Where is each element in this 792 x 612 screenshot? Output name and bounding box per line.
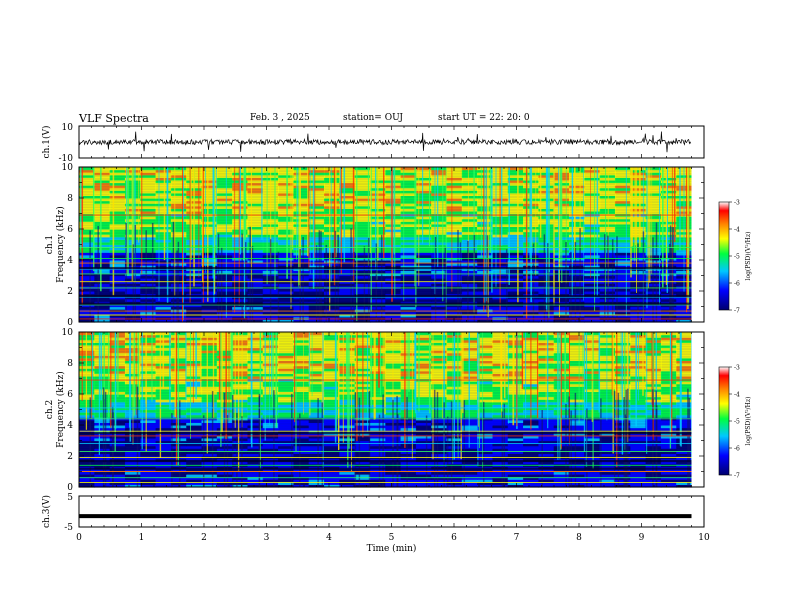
xtick-label: 8 — [576, 533, 582, 543]
colorbar-label-ch2: log(PSD)(V²/Hz) — [745, 397, 752, 446]
ch3-axis-label: ch.3(V) — [41, 495, 52, 528]
ch3-ytick-bottom: -5 — [64, 523, 73, 533]
ch3-ytick-top: 5 — [67, 493, 73, 503]
colorbar-ch2 — [718, 366, 730, 476]
xtick-label: 1 — [139, 533, 145, 543]
xtick-label: 0 — [76, 533, 82, 543]
x-axis-label: Time (min) — [367, 543, 417, 554]
colorbar-tick-ch2: -5 — [734, 419, 740, 426]
colorbar-tick-ch2: -4 — [734, 392, 740, 399]
xtick-label: 4 — [326, 533, 332, 543]
channel-label-ch1: ch.1 — [45, 235, 55, 254]
ytick-label-ch2: 0 — [67, 483, 73, 493]
colorbar-ch1 — [718, 201, 730, 311]
chart-title: VLF Spectra — [79, 112, 149, 125]
station-label: station= OUJ — [343, 113, 404, 123]
xtick-label: 5 — [389, 533, 395, 543]
colorbar-tick-ch1: -6 — [734, 281, 740, 288]
xtick-label: 3 — [264, 533, 270, 543]
xtick-label: 7 — [514, 533, 520, 543]
colorbar-tick-ch2: -7 — [734, 473, 740, 480]
channel-label-ch2: ch.2 — [45, 400, 55, 419]
ytick-label-ch1: 0 — [67, 318, 73, 328]
ytick-label-ch1: 2 — [67, 287, 73, 297]
spectrogram-ch1 — [79, 167, 704, 323]
ytick-label-ch1: 10 — [62, 163, 74, 173]
colorbar-tick-ch2: -3 — [734, 365, 740, 372]
frequency-axis-label-ch1: Frequency (kHz) — [55, 206, 66, 283]
ytick-label-ch2: 2 — [67, 452, 73, 462]
colorbar-tick-ch1: -5 — [734, 254, 740, 261]
colorbar-tick-ch2: -6 — [734, 446, 740, 453]
ytick-label-ch1: 6 — [67, 225, 73, 235]
ytick-label-ch2: 6 — [67, 390, 73, 400]
colorbar-tick-ch1: -4 — [734, 227, 740, 234]
date-label: Feb. 3 , 2025 — [250, 113, 310, 123]
ytick-label-ch2: 4 — [67, 421, 73, 431]
ytick-label-ch1: 8 — [67, 194, 73, 204]
ch1-waveform — [78, 131, 692, 153]
ytick-label-ch2: 8 — [67, 359, 73, 369]
frequency-axis-label-ch2: Frequency (kHz) — [55, 371, 66, 448]
xtick-label: 2 — [201, 533, 207, 543]
spectrogram-ch2 — [79, 332, 704, 488]
ytick-label-ch2: 10 — [62, 328, 74, 338]
colorbar-label-ch1: log(PSD)(V²/Hz) — [745, 232, 752, 281]
xtick-label: 6 — [451, 533, 457, 543]
panel-frame-4 — [78, 495, 705, 528]
start-time-label: start UT = 22: 20: 0 — [438, 113, 530, 123]
ch1-ytick-bottom: -10 — [59, 154, 74, 164]
colorbar-tick-ch1: -3 — [734, 200, 740, 207]
ytick-label-ch1: 4 — [67, 256, 73, 266]
ch1-axis-label: ch.1(V) — [41, 126, 52, 159]
colorbar-tick-ch1: -7 — [734, 308, 740, 315]
xtick-label: 9 — [639, 533, 645, 543]
xtick-label: 10 — [698, 533, 710, 543]
ch1-ytick-top: 10 — [62, 123, 74, 133]
